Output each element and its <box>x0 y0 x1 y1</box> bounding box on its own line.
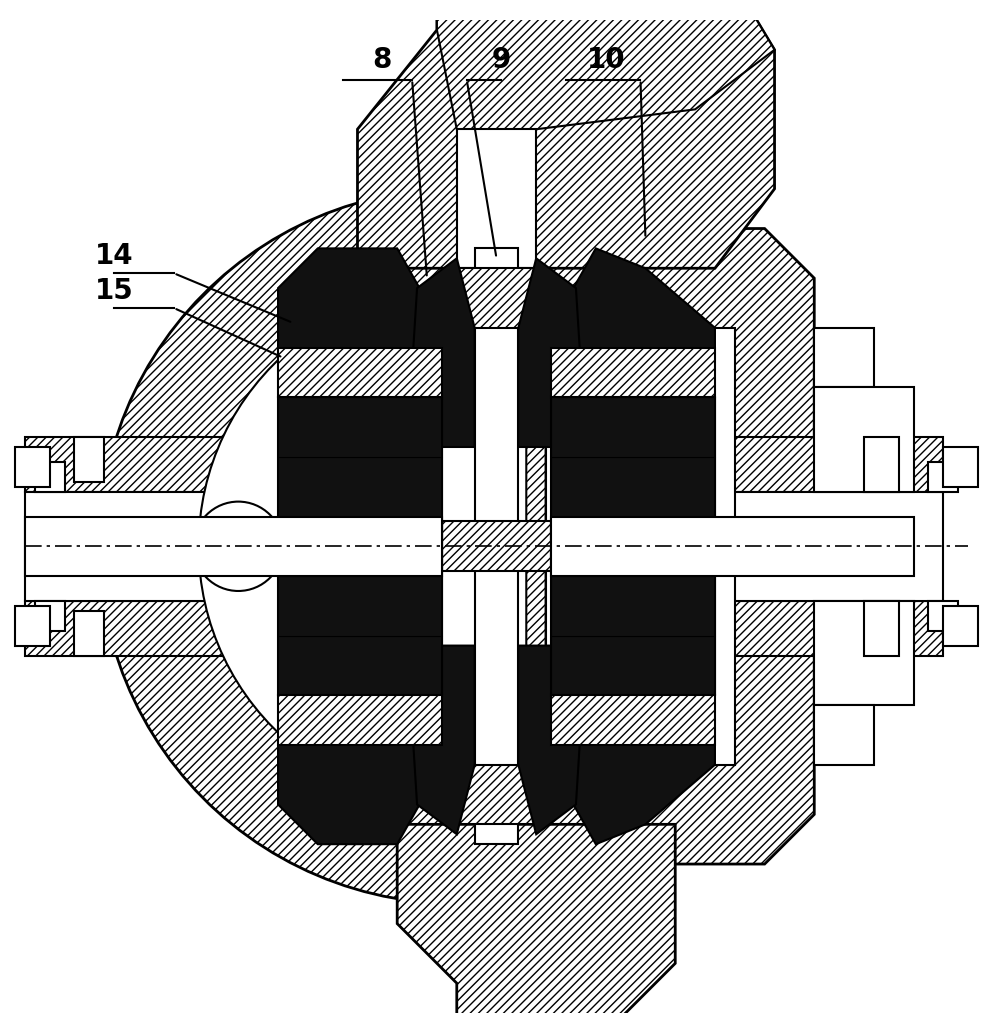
Polygon shape <box>397 824 675 1033</box>
Bar <box>442 522 551 571</box>
Polygon shape <box>412 646 475 835</box>
Bar <box>551 635 715 695</box>
Polygon shape <box>15 447 50 487</box>
Polygon shape <box>814 387 914 492</box>
Text: 14: 14 <box>95 242 133 271</box>
Polygon shape <box>437 0 775 129</box>
Polygon shape <box>278 646 442 844</box>
Bar <box>278 398 442 457</box>
Polygon shape <box>15 606 50 646</box>
Bar <box>561 492 943 601</box>
Bar <box>278 695 442 745</box>
Bar <box>25 601 228 656</box>
Bar <box>278 457 442 516</box>
Bar <box>551 398 715 695</box>
Bar <box>551 576 715 635</box>
Bar <box>278 398 442 695</box>
Polygon shape <box>546 228 814 864</box>
Bar <box>551 348 715 398</box>
Bar <box>551 516 914 576</box>
Polygon shape <box>35 462 65 492</box>
Polygon shape <box>928 462 958 492</box>
Polygon shape <box>546 327 735 764</box>
Polygon shape <box>814 327 874 387</box>
Bar <box>551 516 715 576</box>
Polygon shape <box>943 447 978 487</box>
Bar <box>25 492 303 601</box>
Bar <box>278 516 442 576</box>
Polygon shape <box>74 437 104 481</box>
Bar <box>442 764 551 824</box>
Polygon shape <box>278 248 442 447</box>
Text: 9: 9 <box>492 45 511 73</box>
Polygon shape <box>74 611 104 656</box>
Bar <box>551 398 715 457</box>
Text: 8: 8 <box>372 45 392 73</box>
Bar <box>561 601 943 656</box>
Circle shape <box>213 522 263 571</box>
Bar <box>551 457 715 516</box>
Bar <box>475 248 518 844</box>
Bar <box>561 437 943 492</box>
Bar <box>442 269 551 327</box>
Bar <box>278 348 442 398</box>
Polygon shape <box>551 646 715 844</box>
Text: 10: 10 <box>587 45 625 73</box>
Bar <box>25 437 228 492</box>
Polygon shape <box>35 601 65 631</box>
Bar <box>278 576 442 635</box>
Polygon shape <box>518 258 581 447</box>
Polygon shape <box>864 601 899 656</box>
Polygon shape <box>814 601 914 706</box>
Bar <box>278 635 442 695</box>
Text: 15: 15 <box>94 277 134 305</box>
Polygon shape <box>943 606 978 646</box>
Polygon shape <box>928 601 958 631</box>
Circle shape <box>194 502 283 591</box>
Polygon shape <box>99 189 667 904</box>
Bar <box>25 516 442 576</box>
Polygon shape <box>357 0 775 269</box>
Bar <box>551 695 715 745</box>
Polygon shape <box>412 258 475 447</box>
Polygon shape <box>551 248 715 447</box>
Polygon shape <box>864 437 899 492</box>
Polygon shape <box>814 706 874 764</box>
Polygon shape <box>518 646 581 835</box>
Polygon shape <box>457 129 536 269</box>
Polygon shape <box>199 288 609 805</box>
